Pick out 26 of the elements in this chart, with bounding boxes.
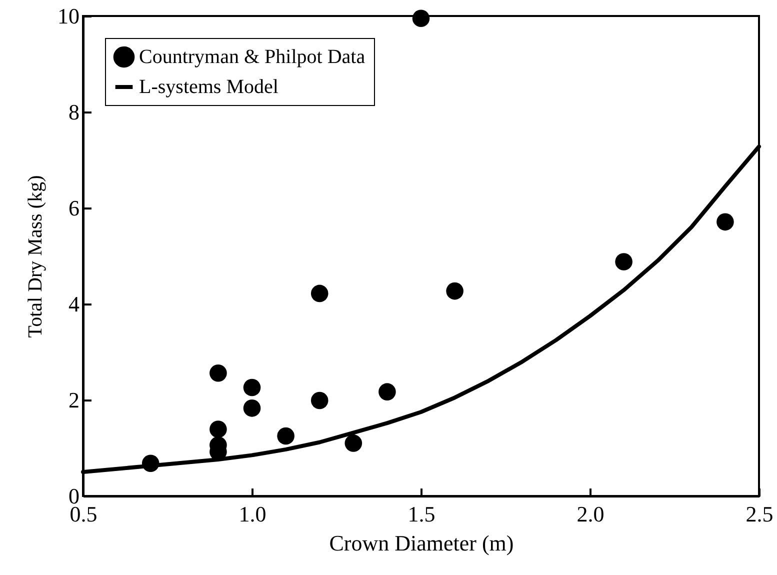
point (243, 400, 261, 417)
point (378, 383, 396, 400)
point (615, 253, 632, 270)
point (446, 282, 464, 300)
legend-label: Countryman & Philpot Data (139, 46, 366, 68)
y-tick-label: 6 (68, 196, 80, 220)
x-axis-title: Crown Diameter (m) (329, 530, 514, 556)
point (210, 420, 227, 438)
text: 2.5 (746, 502, 774, 526)
point (210, 364, 227, 382)
point (412, 10, 430, 28)
x-tick-label: 2.0 (576, 502, 604, 526)
y-axis-title: Total Dry Mass (kg) (24, 175, 46, 338)
point (716, 213, 734, 231)
point (243, 378, 261, 396)
point (344, 434, 362, 452)
x-tick-label: 1.0 (238, 502, 266, 526)
y-tick-label: 10 (58, 4, 80, 28)
point (277, 427, 294, 445)
point (310, 284, 328, 302)
y-tick-label: 2 (68, 388, 80, 412)
legend-label: L-systems Model (139, 76, 279, 98)
y-tick-label: 4 (68, 292, 80, 316)
text: 1.5 (408, 502, 436, 526)
y-tick-label: 8 (68, 100, 80, 124)
point (310, 392, 328, 410)
